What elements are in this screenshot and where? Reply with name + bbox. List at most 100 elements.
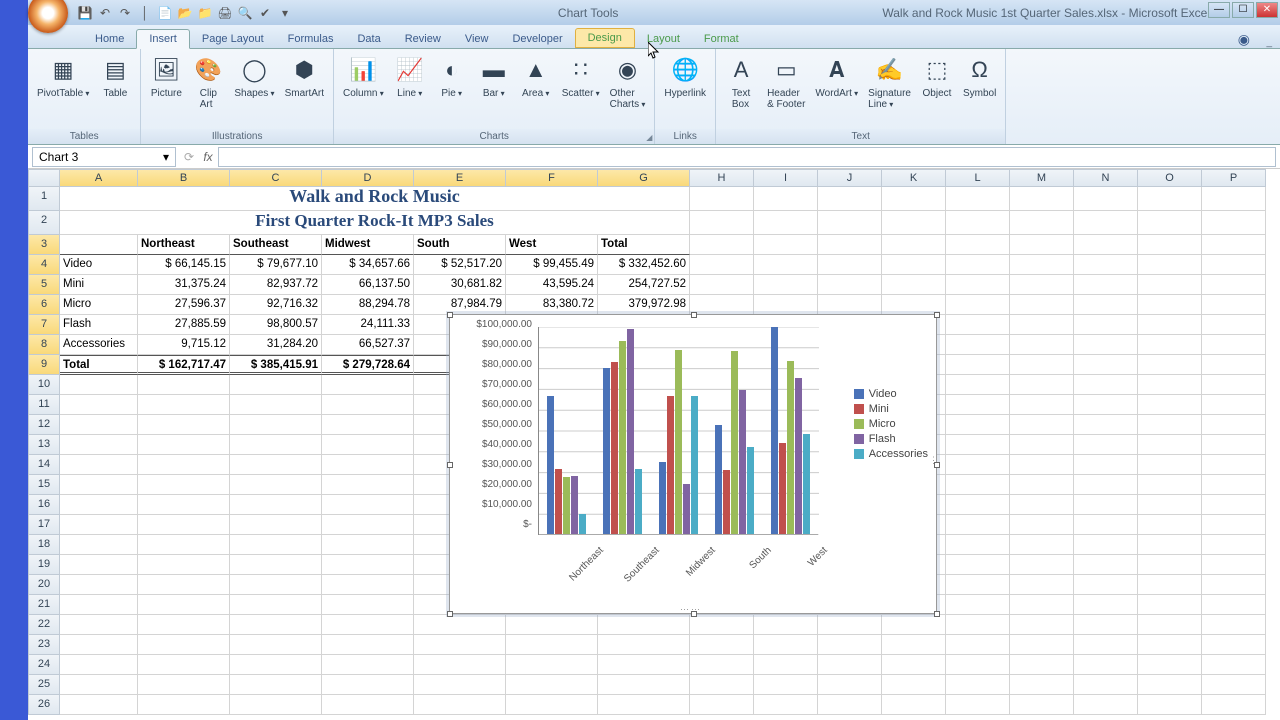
cell-K3[interactable]	[882, 235, 946, 255]
cell-H25[interactable]	[690, 675, 754, 695]
cell-P10[interactable]	[1202, 375, 1266, 395]
cell-M23[interactable]	[1010, 635, 1074, 655]
cell-B3[interactable]: Northeast	[138, 235, 230, 255]
maximize-button[interactable]: ☐	[1232, 2, 1254, 18]
cell-H22[interactable]	[690, 615, 754, 635]
cell-L22[interactable]	[946, 615, 1010, 635]
cell-L2[interactable]	[946, 211, 1010, 235]
cell-O21[interactable]	[1138, 595, 1202, 615]
cell-C22[interactable]	[230, 615, 322, 635]
cell-L17[interactable]	[946, 515, 1010, 535]
row-header-17[interactable]: 17	[28, 515, 60, 535]
cell-P21[interactable]	[1202, 595, 1266, 615]
cell-F22[interactable]	[506, 615, 598, 635]
cell-D21[interactable]	[322, 595, 414, 615]
cell-P16[interactable]	[1202, 495, 1266, 515]
tab-review[interactable]: Review	[393, 30, 453, 48]
cell-C7[interactable]: 98,800.57	[230, 315, 322, 335]
cell-A14[interactable]	[60, 455, 138, 475]
row-header-2[interactable]: 2	[28, 211, 60, 235]
cell-C13[interactable]	[230, 435, 322, 455]
cell-F6[interactable]: 83,380.72	[506, 295, 598, 315]
cell-A3[interactable]	[60, 235, 138, 255]
cell-P25[interactable]	[1202, 675, 1266, 695]
save-icon[interactable]: 💾	[76, 4, 94, 22]
cell-A15[interactable]	[60, 475, 138, 495]
cell-N24[interactable]	[1074, 655, 1138, 675]
cell-O3[interactable]	[1138, 235, 1202, 255]
cell-L6[interactable]	[946, 295, 1010, 315]
cell-L18[interactable]	[946, 535, 1010, 555]
cell-G3[interactable]: Total	[598, 235, 690, 255]
cell-D11[interactable]	[322, 395, 414, 415]
row-header-11[interactable]: 11	[28, 395, 60, 415]
cell-K1[interactable]	[882, 187, 946, 211]
cell-K2[interactable]	[882, 211, 946, 235]
cell-M16[interactable]	[1010, 495, 1074, 515]
cell-P6[interactable]	[1202, 295, 1266, 315]
cell-C3[interactable]: Southeast	[230, 235, 322, 255]
cell-K23[interactable]	[882, 635, 946, 655]
cell-B7[interactable]: 27,885.59	[138, 315, 230, 335]
tab-format[interactable]: Format	[692, 30, 751, 48]
cell-P12[interactable]	[1202, 415, 1266, 435]
cell-P14[interactable]	[1202, 455, 1266, 475]
cell-L9[interactable]	[946, 355, 1010, 375]
cell-B19[interactable]	[138, 555, 230, 575]
cell-A23[interactable]	[60, 635, 138, 655]
wordart-button[interactable]: 𝐀WordArt	[810, 52, 863, 101]
cell-C19[interactable]	[230, 555, 322, 575]
col-header-C[interactable]: C	[230, 169, 322, 187]
row-header-10[interactable]: 10	[28, 375, 60, 395]
name-box-dropdown-icon[interactable]: ▾	[163, 150, 169, 164]
cell-O14[interactable]	[1138, 455, 1202, 475]
cell-F4[interactable]: $ 99,455.49	[506, 255, 598, 275]
col-header-P[interactable]: P	[1202, 169, 1266, 187]
tab-view[interactable]: View	[453, 30, 501, 48]
bar-West-Accessories[interactable]	[803, 434, 810, 534]
cell-O13[interactable]	[1138, 435, 1202, 455]
cell-P22[interactable]	[1202, 615, 1266, 635]
cell-G25[interactable]	[598, 675, 690, 695]
cell-I24[interactable]	[754, 655, 818, 675]
cell-D20[interactable]	[322, 575, 414, 595]
cell-A1[interactable]: Walk and Rock Music	[60, 187, 690, 211]
pivottable-button[interactable]: ▦PivotTable	[32, 52, 94, 101]
cell-G22[interactable]	[598, 615, 690, 635]
cell-G6[interactable]: 379,972.98	[598, 295, 690, 315]
cell-M9[interactable]	[1010, 355, 1074, 375]
cell-D17[interactable]	[322, 515, 414, 535]
cell-P19[interactable]	[1202, 555, 1266, 575]
cell-M20[interactable]	[1010, 575, 1074, 595]
cell-L24[interactable]	[946, 655, 1010, 675]
cell-N9[interactable]	[1074, 355, 1138, 375]
cell-J26[interactable]	[818, 695, 882, 715]
cell-G24[interactable]	[598, 655, 690, 675]
cell-M21[interactable]	[1010, 595, 1074, 615]
cell-I5[interactable]	[754, 275, 818, 295]
cell-D9[interactable]: $ 279,728.64	[322, 355, 414, 375]
spell-icon[interactable]: ✔	[256, 4, 274, 22]
bar-button[interactable]: ▬Bar	[473, 52, 515, 101]
embedded-chart[interactable]: ⋯⋯⋮$100,000.00$90,000.00$80,000.00$70,00…	[449, 314, 937, 614]
cell-H5[interactable]	[690, 275, 754, 295]
cell-L3[interactable]	[946, 235, 1010, 255]
cell-E25[interactable]	[414, 675, 506, 695]
row-header-25[interactable]: 25	[28, 675, 60, 695]
cell-L10[interactable]	[946, 375, 1010, 395]
cell-D5[interactable]: 66,137.50	[322, 275, 414, 295]
cell-N19[interactable]	[1074, 555, 1138, 575]
preview-icon[interactable]: 🔍	[236, 4, 254, 22]
bar-Midwest-Video[interactable]	[659, 462, 666, 534]
cell-K5[interactable]	[882, 275, 946, 295]
cell-B18[interactable]	[138, 535, 230, 555]
chart-legend[interactable]: VideoMiniMicroFlashAccessories	[854, 385, 928, 463]
help-icon[interactable]: ◉	[1238, 31, 1250, 48]
cell-N12[interactable]	[1074, 415, 1138, 435]
cell-H3[interactable]	[690, 235, 754, 255]
tab-layout[interactable]: Layout	[635, 30, 692, 48]
tab-design[interactable]: Design	[575, 28, 635, 48]
cell-H26[interactable]	[690, 695, 754, 715]
chart-move-handle[interactable]: ⋯⋯	[680, 604, 702, 615]
col-header-D[interactable]: D	[322, 169, 414, 187]
